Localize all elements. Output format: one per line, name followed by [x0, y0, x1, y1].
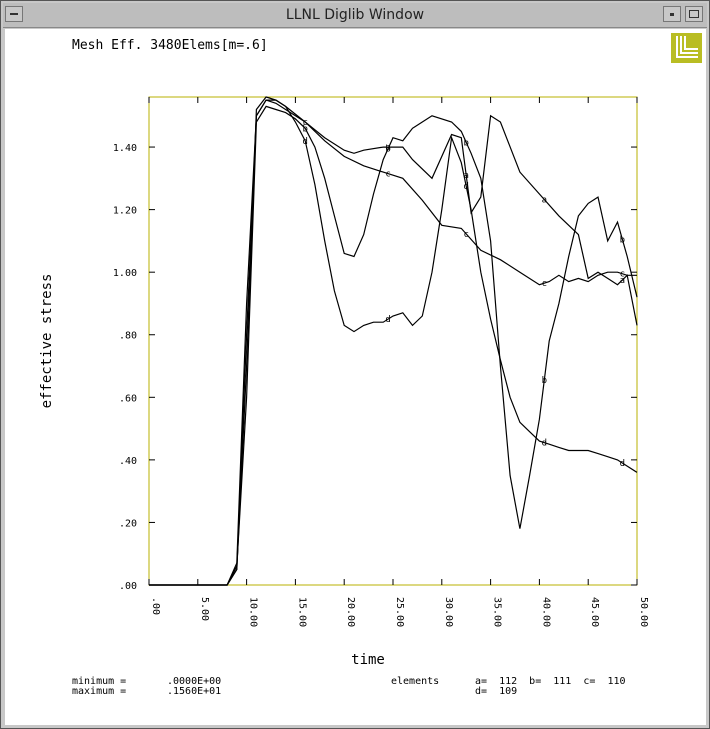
series-marker-c: c — [302, 118, 307, 128]
plot-frame — [148, 96, 638, 586]
window-menu-button[interactable] — [5, 6, 23, 22]
series-lines — [149, 96, 638, 586]
minimize-button[interactable] — [663, 6, 681, 22]
series-marker-c: c — [620, 270, 625, 280]
x-tick-label: .00 — [150, 597, 161, 615]
x-tick-label: 50.00 — [638, 597, 649, 627]
y-tick-label: .40 — [119, 456, 137, 467]
minimum-label: minimum = — [72, 676, 126, 687]
series-line-d — [149, 99, 638, 586]
minimize-icon — [670, 13, 674, 16]
series-marker-a: a — [463, 171, 468, 181]
maximum-value: .1560E+01 — [167, 686, 221, 697]
y-tick-label: .60 — [119, 393, 137, 404]
x-tick-label: 5.00 — [199, 597, 210, 621]
series-marker-b: b — [542, 376, 547, 386]
series-line-b — [149, 105, 638, 586]
minimum-value: .0000E+00 — [167, 676, 221, 687]
y-tick-label: 1.00 — [113, 268, 137, 279]
series-marker-c: c — [463, 230, 468, 240]
series-marker-d: d — [385, 315, 390, 325]
window-menu-icon — [10, 13, 18, 15]
elements-line2: d= 109 — [475, 686, 517, 697]
y-tick-label: 1.40 — [113, 143, 137, 154]
effective-stress-chart: Mesh Eff. 3480Elems[m=.6] .00 .20 .40 .60 .8… — [39, 38, 649, 697]
y-tick-label: .20 — [119, 518, 137, 529]
x-tick-label: 20.00 — [345, 597, 356, 627]
llnl-logo-icon — [671, 33, 702, 63]
title-bar[interactable]: LLNL Diglib Window — [3, 3, 707, 28]
series-marker-b: b — [463, 138, 468, 148]
series-marker-b: b — [620, 235, 625, 245]
series-marker-c: c — [385, 170, 390, 180]
series-marker-b: b — [385, 145, 390, 155]
x-tick-label: 25.00 — [394, 597, 405, 627]
y-tick-label: .00 — [119, 581, 137, 592]
elements-line1: a= 112 b= 111 c= 110 — [475, 676, 626, 687]
series-marker-a: a — [620, 276, 625, 286]
y-tick-label: 1.20 — [113, 206, 137, 217]
maximize-button[interactable] — [685, 6, 703, 22]
x-tick-label: 45.00 — [589, 597, 600, 627]
x-tick-label: 30.00 — [443, 597, 454, 627]
maximize-icon — [689, 10, 699, 18]
series-marker-d: d — [463, 182, 468, 192]
maximum-label: maximum = — [72, 686, 126, 697]
series-line-c — [149, 96, 637, 586]
y-tick-labels: .00 .20 .40 .60 .80 1.00 1.20 1.40 — [113, 143, 137, 592]
x-axis-label: time — [351, 652, 385, 668]
axis-ticks — [148, 97, 638, 586]
series-marker-d: d — [302, 137, 307, 147]
x-tick-label: 10.00 — [248, 597, 259, 627]
plot-canvas: Mesh Eff. 3480Elems[m=.6] .00 .20 .40 .60 .8… — [5, 29, 706, 725]
series-marker-a: a — [542, 195, 547, 205]
series-marker-b: b — [302, 124, 307, 134]
series-marker-a: a — [385, 143, 390, 153]
series-marker-d: d — [620, 459, 625, 469]
series-line-a — [149, 99, 638, 586]
series-marker-d: d — [542, 439, 547, 449]
x-tick-label: 35.00 — [492, 597, 503, 627]
y-axis-label: effective stress — [39, 274, 55, 409]
chart-title: Mesh Eff. 3480Elems[m=.6] — [72, 38, 268, 53]
elements-label: elements — [391, 676, 439, 687]
series-marker-c: c — [542, 279, 547, 289]
x-tick-label: 15.00 — [296, 597, 307, 627]
window-title: LLNL Diglib Window — [285, 7, 425, 23]
x-tick-labels: .00 5.00 10.00 15.00 20.00 25.00 30.00 35.00 40.… — [150, 597, 649, 627]
x-tick-label: 40.00 — [540, 597, 551, 627]
y-tick-label: .80 — [119, 331, 137, 342]
footer-stats: minimum = .0000E+00 maximum = .1560E+01 … — [72, 676, 626, 697]
